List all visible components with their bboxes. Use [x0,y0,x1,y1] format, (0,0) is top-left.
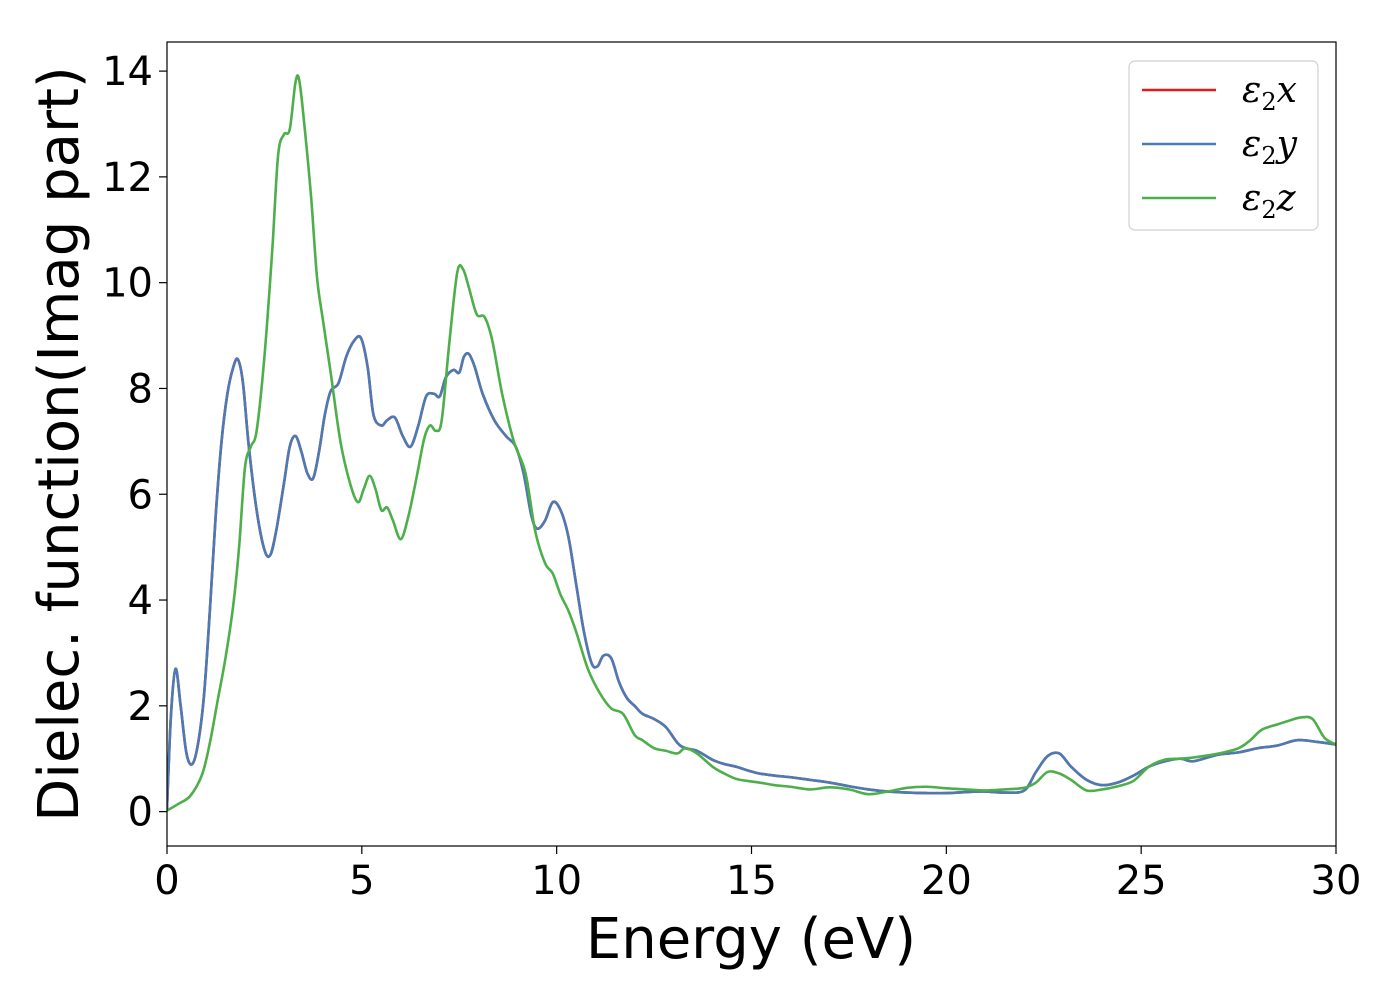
legend-label-x: ε2x [1242,70,1297,116]
legend-box [1128,60,1319,231]
legend-label-z: ε2z [1242,178,1297,224]
x-axis-label: Energy (eV) [586,907,916,972]
y-tick-label: 12 [102,155,153,201]
x-tick-label: 0 [154,858,179,904]
x-tick-label: 5 [349,858,374,904]
legend: ε2x ε2y ε2z [1128,60,1319,231]
y-tick-label: 2 [128,684,153,730]
x-axis-ticks: 0 5 10 15 20 25 30 [154,846,1361,904]
y-axis-ticks: 0 2 4 6 8 10 12 14 [102,49,167,836]
y-tick-label: 14 [102,49,153,95]
series-line-y [167,334,1336,810]
series-line-z [167,74,1336,812]
x-tick-label: 30 [1311,858,1362,904]
series-layer [167,74,1336,812]
x-tick-label: 15 [726,858,777,904]
legend-label-y: ε2y [1242,124,1298,170]
y-tick-label: 4 [128,578,153,624]
y-tick-label: 0 [128,790,153,836]
y-tick-label: 10 [102,261,153,307]
y-tick-label: 8 [128,366,153,412]
x-tick-label: 25 [1116,858,1167,904]
y-axis-label: Dielec. function(Imag part) [27,66,92,822]
x-tick-label: 20 [921,858,972,904]
y-tick-label: 6 [128,472,153,518]
x-tick-label: 10 [531,858,582,904]
